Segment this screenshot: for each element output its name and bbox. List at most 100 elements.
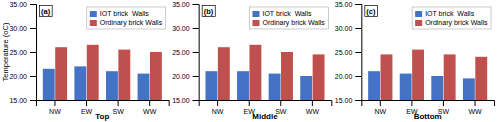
subplot: 15.0020.0025.0030.0035.00NWEWSWWWBottom(… [335,1,495,121]
y-tick-label: 25.00 [172,49,190,56]
legend-label: IOT brick Walls [425,10,475,17]
legend: IOT brick Walls Ordinary brick Walls [87,7,166,29]
bar [400,74,412,100]
y-tick: 25.00 [9,49,36,56]
panel-label: (c) [365,6,378,17]
y-axis-line [30,5,37,101]
y-tick-label: 35.00 [172,1,190,8]
x-tick-label: NW [212,108,224,115]
panel-label-box [40,6,53,17]
legend-swatch [415,20,422,26]
x-axis-line [362,101,495,107]
y-tick-label: 35.00 [335,1,353,8]
legend-swatch [252,20,259,26]
legend-label: Ordinary brick Walls [100,19,163,27]
x-tick-mark [475,100,476,106]
bar [249,45,261,100]
legend-item: Ordinary brick Walls [252,19,325,27]
y-tick: 25.00 [172,49,199,56]
legend-item: IOT brick Walls [252,10,312,17]
x-tick-mark [443,100,444,106]
x-axis-line [37,101,170,107]
y-tick-label: 30.00 [172,25,190,32]
y-tick: 15.00 [335,97,362,104]
bar [381,54,393,100]
x-tick-mark [411,100,412,106]
legend-label: Ordinary brick Walls [425,19,488,27]
legend: IOT brick Walls Ordinary brick Walls [249,7,328,29]
y-tick: 35.00 [172,1,199,8]
y-tick-label: 35.00 [9,1,27,8]
x-axis-title: Middle [252,112,278,121]
y-tick-label: 20.00 [9,73,27,80]
y-tick-mark [193,100,199,101]
y-tick-label: 25.00 [9,49,27,56]
y-tick: 30.00 [9,25,36,32]
y-tick-label: 15.00 [9,97,27,104]
bar [118,50,130,100]
legend-frame [412,7,491,29]
legend-swatch [90,11,97,17]
legend-item: IOT brick Walls [415,10,475,17]
y-tick-mark [30,4,36,5]
x-tick: EW [81,100,93,115]
y-tick: 20.00 [172,73,199,80]
y-axis: 15.0020.0025.0030.0035.00 [335,1,362,104]
x-tick-label: WW [468,108,482,115]
legend-item: Ordinary brick Walls [90,19,163,27]
y-tick-label: 20.00 [172,73,190,80]
x-axis-line [199,101,332,107]
bar [431,76,443,100]
x-tick-mark [86,100,87,106]
legend: IOT brick Walls Ordinary brick Walls [412,7,491,29]
y-tick-label: 15.00 [172,97,190,104]
bar [87,45,99,100]
bar [55,47,67,100]
legend-swatch [415,11,422,17]
y-tick-mark [193,76,199,77]
legend-item: Ordinary brick Walls [415,19,488,27]
x-tick-label: WW [306,108,320,115]
subplot: 15.0020.0025.0030.0035.00NWEWSWWWMiddle(… [172,1,332,121]
legend-label: IOT brick Walls [100,10,150,17]
y-tick-mark [30,76,36,77]
y-tick: 35.00 [335,1,362,8]
x-tick-label: WW [143,108,157,115]
bar [475,57,487,100]
y-tick: 35.00 [9,1,36,8]
y-tick: 30.00 [172,25,199,32]
y-tick-label: 30.00 [9,25,27,32]
y-tick: 25.00 [335,49,362,56]
y-axis-line [355,5,362,101]
panel-label: (a) [40,6,53,17]
bar [237,71,249,100]
y-tick-mark [355,28,361,29]
y-tick-mark [355,76,361,77]
bar [300,76,312,100]
x-tick-label: SW [112,108,124,115]
panel-label-box [202,6,215,17]
bar [106,71,118,100]
panel-label: (b) [202,6,215,17]
bar [218,47,230,100]
panel-label-box [365,6,378,17]
x-tick-mark [249,100,250,106]
y-tick: 15.00 [9,97,36,104]
y-tick: 20.00 [335,73,362,80]
panel-label-text: (a) [41,7,51,16]
x-tick-mark [280,100,281,106]
x-tick-mark [217,100,218,106]
y-tick-mark [355,4,361,5]
x-tick: SW [112,100,124,115]
y-tick-mark [193,28,199,29]
panel-label-text: (b) [204,7,214,16]
y-axis: 15.00 20.00 25.00 30.00 35.00 [172,1,199,104]
legend-swatch [252,11,259,17]
panel-label-text: (c) [366,7,376,16]
x-tick-mark [380,100,381,106]
y-tick-mark [193,4,199,5]
x-tick-label: NW [374,108,386,115]
plot-area [368,50,487,100]
x-tick: NW [49,100,61,115]
y-axis-line [193,5,200,101]
